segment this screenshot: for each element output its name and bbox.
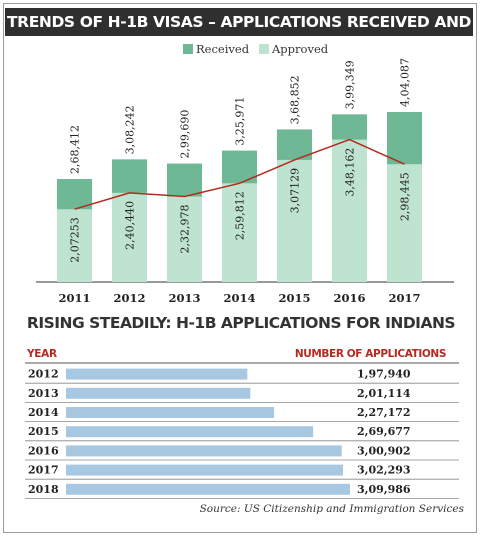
bar-approved-2011: [57, 209, 92, 282]
bar-approved-2014: [222, 183, 257, 282]
x-tick-2013: 2013: [168, 291, 200, 305]
x-tick-2017: 2017: [388, 291, 420, 305]
label-received-2016: 3,99,349: [344, 60, 357, 109]
approved-trend-line: [74, 138, 405, 210]
label-approved-2015: 3,07129: [289, 168, 302, 214]
row-value-2016: 3,00,902: [357, 444, 411, 457]
bar-approved-2015: [277, 159, 312, 282]
bar-approved-2012: [112, 192, 147, 282]
label-received-2015: 3,68,852: [289, 75, 302, 124]
label-approved-2017: 2,98,445: [399, 172, 412, 221]
legend-swatch-received: [183, 44, 193, 54]
row-year-2018: 2018: [28, 483, 59, 496]
x-tick-2014: 2014: [223, 291, 255, 305]
label-received-2011: 2,68,412: [69, 125, 82, 174]
bar-approved-2013: [167, 196, 202, 282]
h-bar-2014: [66, 407, 275, 418]
legend-swatch-approved: [259, 44, 269, 54]
h-bar-2013: [66, 387, 251, 399]
legend-label-approved: Approved: [271, 42, 329, 56]
row-year-2015: 2015: [28, 425, 59, 438]
chart2-title: RISING STEADILY: H-1B APPLICATIONS FOR I…: [26, 314, 456, 332]
row-value-2018: 3,09,986: [357, 483, 411, 496]
row-value-2017: 3,02,293: [357, 464, 411, 477]
chart2-svg: YEAR NUMBER OF APPLICATIONS 2012 1,97,940…: [25, 348, 459, 499]
source-note: Source: US Citizenship and Immigration S…: [199, 503, 464, 515]
h-bar-2018: [66, 483, 350, 495]
h-bar-2012: [66, 368, 248, 380]
label-received-2013: 2,99,690: [179, 110, 192, 159]
row-year-2016: 2016: [28, 444, 59, 457]
chart1-svg: Received Approved 2,68,412 2,07253 2011 3,0…: [36, 42, 454, 305]
legend-label-received: Received: [196, 42, 250, 56]
chart1-title: TRENDS OF H-1B VISAS – APPLICATIONS RECE…: [5, 8, 473, 59]
bar-approved-2017: [387, 164, 422, 282]
row-value-2015: 2,69,677: [357, 425, 411, 438]
label-approved-2012: 2,40,440: [124, 201, 137, 250]
label-received-2012: 3,08,242: [124, 105, 137, 154]
x-tick-2012: 2012: [113, 291, 145, 305]
h-bar-2016: [66, 445, 342, 457]
row-year-2014: 2014: [28, 406, 59, 419]
x-tick-2016: 2016: [333, 291, 365, 305]
chart1-labels: 2,68,412 2,07253 2011 3,08,242 2,40,440 2012 2…: [58, 58, 420, 305]
year-header: YEAR: [26, 348, 57, 360]
row-year-2012: 2012: [28, 368, 59, 381]
label-approved-2016: 3,48,162: [344, 148, 357, 197]
h-bar-2015: [66, 426, 314, 438]
row-value-2014: 2,27,172: [357, 406, 411, 419]
label-approved-2014: 2,59,812: [234, 191, 247, 240]
row-year-2017: 2017: [28, 464, 59, 477]
row-value-2013: 2,01,114: [357, 387, 411, 400]
chart2-rows: 2012 1,97,940 2013 2,01,114 2014 2,27,172 2015…: [25, 368, 459, 499]
label-received-2014: 3,25,971: [234, 97, 247, 146]
applications-header: NUMBER OF APPLICATIONS: [295, 348, 446, 360]
x-tick-2011: 2011: [58, 291, 90, 305]
label-approved-2011: 2,07253: [69, 217, 82, 263]
row-value-2012: 1,97,940: [357, 368, 411, 381]
x-tick-2015: 2015: [278, 291, 310, 305]
row-year-2013: 2013: [28, 387, 59, 400]
label-received-2017: 4,04,087: [399, 58, 412, 107]
bar-approved-2016: [332, 139, 367, 282]
h-bar-2017: [66, 464, 343, 476]
label-approved-2013: 2,32,978: [179, 205, 192, 254]
legend: Received Approved: [183, 42, 329, 56]
